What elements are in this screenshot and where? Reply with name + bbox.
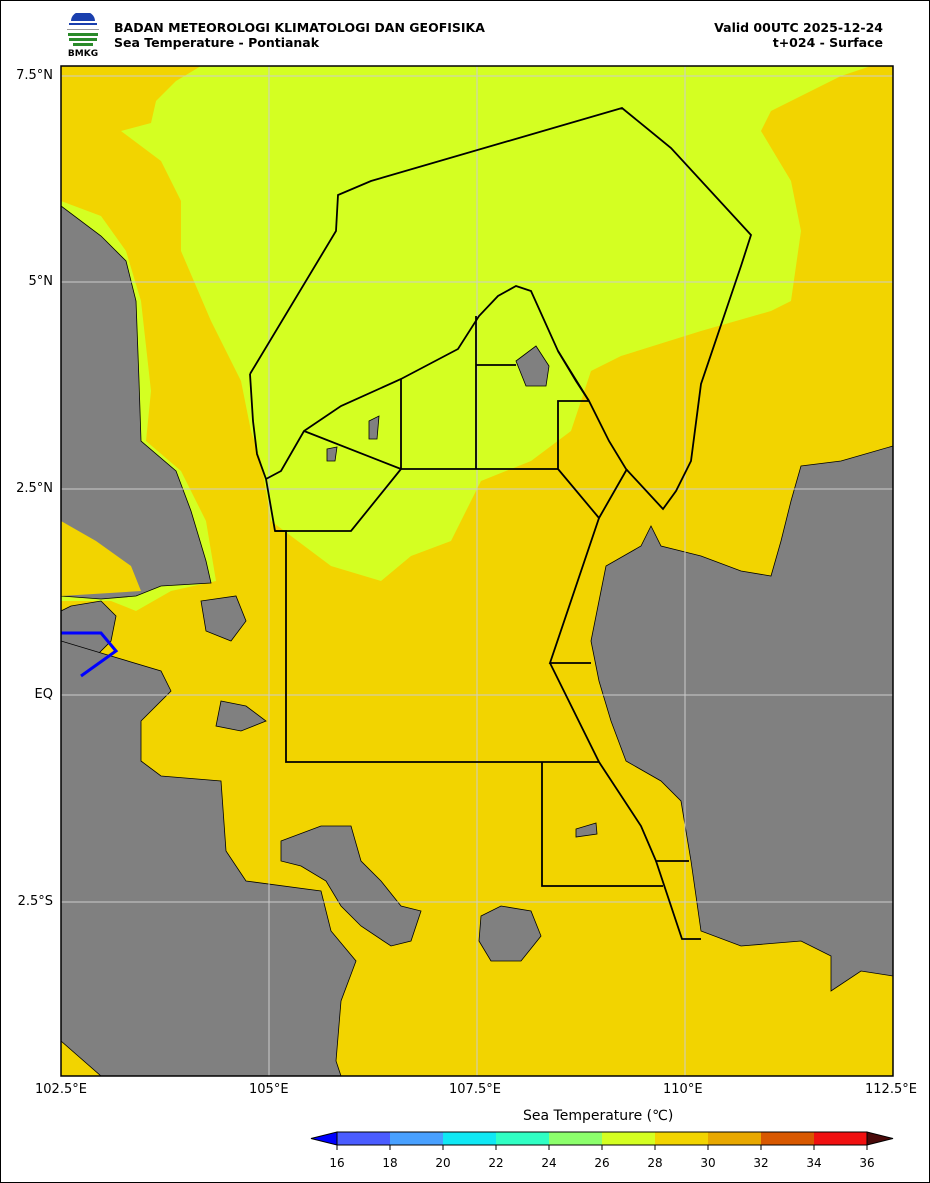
land-bangka — [280, 825, 422, 947]
colorbar-tick-label: 26 — [594, 1156, 610, 1170]
valid-time: Valid 00UTC 2025-12-24 — [714, 20, 883, 35]
lat-tick: 7.5°N — [16, 68, 53, 83]
lat-tick: 2.5°S — [17, 894, 53, 909]
colorbar-tick-label: 32 — [753, 1156, 769, 1170]
lon-tick: 105°E — [249, 1082, 289, 1097]
colorbar-segment — [496, 1132, 549, 1145]
lat-tick: 5°N — [28, 274, 54, 289]
colorbar-tick-label: 24 — [541, 1156, 557, 1170]
sea-cooler-area — [121, 66, 871, 581]
lat-tick: EQ — [34, 687, 53, 702]
lon-tick: 110°E — [663, 1082, 703, 1097]
colorbar-tick-label: 16 — [329, 1156, 345, 1170]
colorbar-over-arrow — [866, 1131, 894, 1146]
colorbar-segment — [602, 1132, 655, 1145]
colorbar-tick-label: 28 — [647, 1156, 663, 1170]
lon-tick: 102.5°E — [35, 1082, 87, 1097]
colorbar-segment — [337, 1132, 390, 1145]
colorbar-tick-label: 18 — [382, 1156, 398, 1170]
lat-tick: 2.5°N — [16, 481, 53, 496]
org-name: BADAN METEOROLOGI KLIMATOLOGI DAN GEOFIS… — [114, 20, 485, 35]
colorbar-segment — [390, 1132, 443, 1145]
colorbar-segment — [443, 1132, 496, 1145]
forecast-step: t+024 - Surface — [772, 35, 883, 50]
colorbar-segment — [655, 1132, 708, 1145]
lon-tick: 112.5°E — [865, 1082, 917, 1097]
map-frame — [60, 65, 894, 1077]
colorbar-tick-label: 34 — [806, 1156, 822, 1170]
colorbar — [310, 1131, 894, 1150]
land-sumatra-south — [61, 640, 357, 1076]
colorbar-tick-label: 22 — [488, 1156, 504, 1170]
svg-text:BMKG: BMKG — [68, 49, 98, 57]
colorbar-tick-label: 30 — [700, 1156, 716, 1170]
colorbar-under-arrow — [310, 1131, 338, 1146]
colorbar-tick-label: 36 — [859, 1156, 875, 1170]
colorbar-tick-label: 20 — [435, 1156, 451, 1170]
forecast-zone-boundaries — [249, 107, 753, 940]
land-belitung — [478, 905, 542, 962]
land-natuna — [515, 345, 550, 387]
bmkg-logo: BMKG — [67, 13, 99, 57]
map-title: Sea Temperature - Pontianak — [114, 35, 320, 50]
colorbar-segment — [708, 1132, 761, 1145]
lon-tick: 107.5°E — [449, 1082, 501, 1097]
colorbar-segment — [814, 1132, 867, 1145]
land-sumatra-north — [61, 205, 212, 600]
colorbar-title: Sea Temperature (℃) — [523, 1108, 674, 1124]
colorbar-segment — [761, 1132, 814, 1145]
gridlines — [61, 66, 893, 1076]
colorbar-segment — [549, 1132, 602, 1145]
land-borneo — [590, 445, 893, 992]
